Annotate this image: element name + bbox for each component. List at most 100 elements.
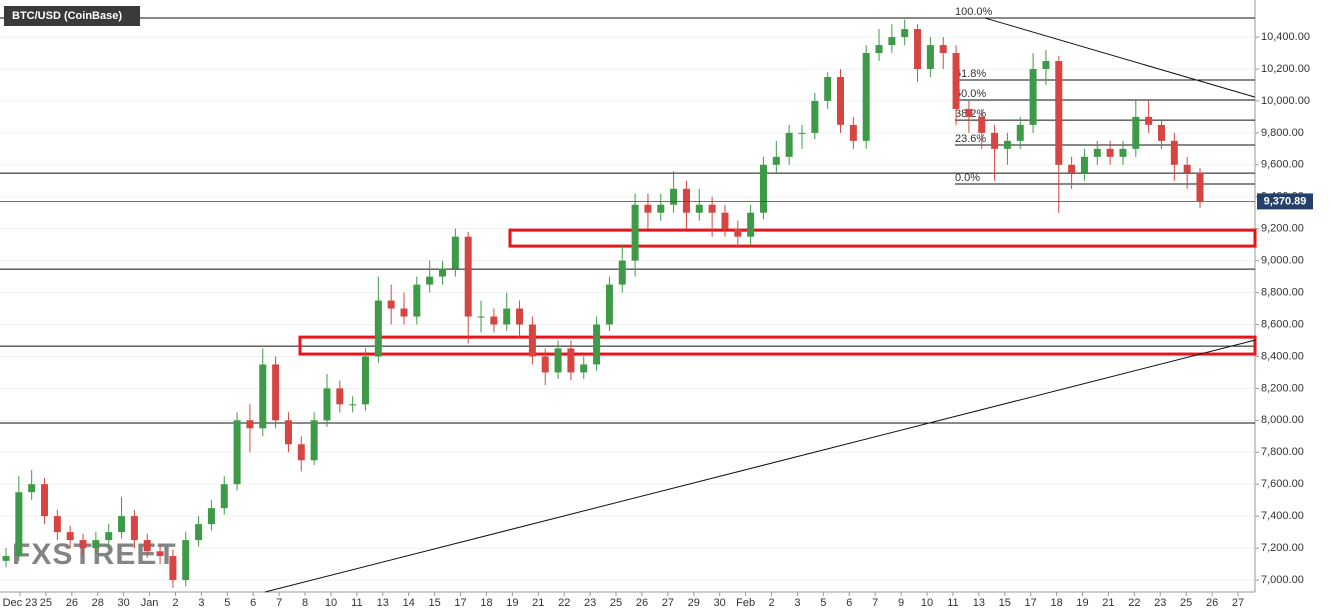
candle-body bbox=[387, 300, 395, 309]
candle-body bbox=[952, 53, 960, 109]
candle-body bbox=[965, 108, 973, 117]
candle-body bbox=[862, 53, 870, 141]
candle-body bbox=[785, 132, 793, 157]
x-tick-label: 13 bbox=[377, 597, 389, 609]
candle-body bbox=[15, 492, 23, 557]
candle-body bbox=[349, 404, 357, 406]
candle-body bbox=[41, 484, 49, 517]
x-tick-label: 9 bbox=[898, 597, 904, 609]
candle-body bbox=[220, 484, 228, 509]
candle-body bbox=[1016, 124, 1024, 141]
candle-body bbox=[914, 29, 922, 69]
candle-body bbox=[66, 532, 74, 541]
x-tick-label: 5 bbox=[820, 597, 826, 609]
candle-body bbox=[734, 228, 742, 237]
y-tick-label: 10,200.00 bbox=[1261, 63, 1310, 75]
candle-body bbox=[156, 551, 164, 557]
fib-label: 23.6% bbox=[955, 133, 986, 145]
candle-body bbox=[477, 316, 485, 318]
candle-body bbox=[875, 45, 883, 54]
zone bbox=[508, 228, 1257, 248]
y-tick-label: 8,200.00 bbox=[1261, 382, 1304, 394]
x-tick-label: 17 bbox=[1025, 597, 1037, 609]
trendline bbox=[264, 339, 1256, 593]
x-tick-label: 15 bbox=[429, 597, 441, 609]
current-price-label: 9,370.89 bbox=[1264, 195, 1307, 207]
candle-body bbox=[284, 420, 292, 445]
candle-body bbox=[991, 132, 999, 149]
x-tick-label: 26 bbox=[1206, 597, 1218, 609]
candle-body bbox=[1029, 68, 1037, 125]
x-tick-label: 7 bbox=[276, 597, 282, 609]
x-tick-label: Dec 23 bbox=[3, 597, 38, 609]
trendline bbox=[984, 17, 1256, 98]
x-tick-label: 30 bbox=[118, 597, 130, 609]
x-tick-label: 27 bbox=[1232, 597, 1244, 609]
candle-body bbox=[413, 284, 421, 317]
x-tick-label: 18 bbox=[480, 597, 492, 609]
candle-body bbox=[618, 260, 626, 285]
x-tick-label: 23 bbox=[1154, 597, 1166, 609]
candle-body bbox=[1196, 172, 1204, 202]
candle-body bbox=[1055, 61, 1063, 165]
y-tick-label: 9,800.00 bbox=[1261, 127, 1304, 139]
x-tick-label: 25 bbox=[40, 597, 52, 609]
candle-body bbox=[323, 388, 331, 421]
zone bbox=[298, 335, 1257, 356]
x-tick-label: 5 bbox=[224, 597, 230, 609]
x-tick-label: 7 bbox=[872, 597, 878, 609]
y-tick-label: 7,000.00 bbox=[1261, 574, 1304, 586]
candle-body bbox=[439, 268, 447, 277]
y-tick-label: 9,000.00 bbox=[1261, 255, 1304, 267]
candle-body bbox=[400, 308, 408, 317]
x-tick-label: 18 bbox=[1050, 597, 1062, 609]
x-tick-label: 3 bbox=[794, 597, 800, 609]
candle-body bbox=[1157, 124, 1165, 141]
candle-body bbox=[79, 540, 87, 549]
candle-body bbox=[143, 540, 151, 552]
candle-body bbox=[1093, 148, 1101, 157]
candle-body bbox=[1119, 148, 1127, 157]
candle-body bbox=[798, 132, 806, 134]
x-tick-label: 19 bbox=[1076, 597, 1088, 609]
y-tick-label: 8,600.00 bbox=[1261, 318, 1304, 330]
current-price-tag bbox=[1257, 193, 1313, 210]
candle-body bbox=[541, 356, 549, 373]
candle-body bbox=[567, 348, 575, 373]
x-tick-label: 22 bbox=[558, 597, 570, 609]
y-tick-label: 7,400.00 bbox=[1261, 510, 1304, 522]
candle-body bbox=[644, 204, 652, 213]
y-tick-label: 7,200.00 bbox=[1261, 542, 1304, 554]
candle-body bbox=[297, 444, 305, 461]
candle-body bbox=[374, 300, 382, 357]
candle-body bbox=[657, 204, 665, 213]
x-tick-label: 29 bbox=[688, 597, 700, 609]
fib-label: 61.8% bbox=[955, 68, 986, 80]
x-tick-label: 2 bbox=[172, 597, 178, 609]
x-tick-label: 22 bbox=[1128, 597, 1140, 609]
candle-body bbox=[516, 308, 524, 325]
candle-body bbox=[631, 204, 639, 261]
candle-body bbox=[105, 532, 113, 541]
candle-body bbox=[811, 100, 819, 133]
x-tick-label: 11 bbox=[947, 597, 958, 609]
x-tick-label: 10 bbox=[325, 597, 337, 609]
candle-body bbox=[708, 204, 716, 213]
y-tick-label: 9,600.00 bbox=[1261, 159, 1304, 171]
candle-body bbox=[837, 76, 845, 125]
candle-body bbox=[2, 556, 10, 561]
candle-body bbox=[259, 364, 267, 429]
candle-body bbox=[1068, 164, 1076, 173]
candle-body bbox=[926, 45, 934, 69]
candle-body bbox=[118, 516, 126, 533]
candle-body bbox=[233, 420, 241, 485]
candle-body bbox=[182, 540, 190, 581]
x-tick-label: 21 bbox=[532, 597, 544, 609]
x-tick-label: 14 bbox=[403, 597, 415, 609]
y-tick-label: 8,000.00 bbox=[1261, 414, 1304, 426]
candle-body bbox=[272, 364, 280, 421]
x-tick-label: 25 bbox=[1180, 597, 1192, 609]
candle-body bbox=[361, 356, 369, 405]
y-tick-label: 7,600.00 bbox=[1261, 478, 1304, 490]
